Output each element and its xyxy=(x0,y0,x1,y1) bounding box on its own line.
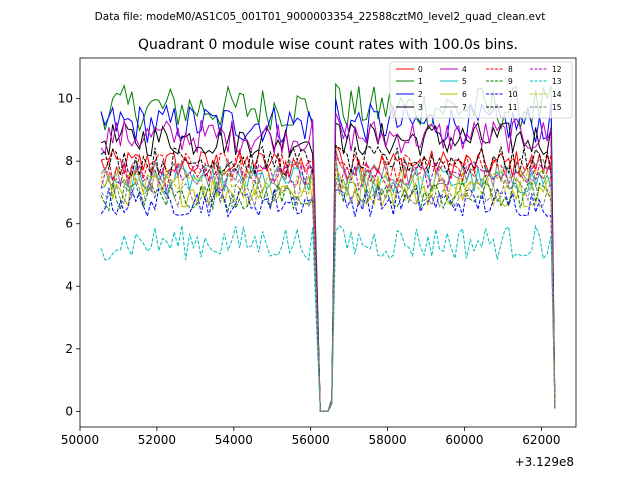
chart-title: Quadrant 0 module wise count rates with … xyxy=(138,37,518,53)
x-tick-label: 50000 xyxy=(61,433,99,447)
y-axis: 0 2 4 6 8 10 xyxy=(58,92,80,418)
x-offset-label: +3.129e8 xyxy=(515,455,574,469)
legend-label-13: 13 xyxy=(552,77,562,86)
y-tick-label: 8 xyxy=(65,154,73,168)
y-tick-label: 10 xyxy=(58,92,73,106)
legend-label-10: 10 xyxy=(508,90,518,99)
x-axis: 50000 52000 54000 56000 58000 60000 62000 xyxy=(61,427,560,447)
x-tick-label: 60000 xyxy=(445,433,483,447)
legend-label-4: 4 xyxy=(462,65,467,74)
legend-label-6: 6 xyxy=(462,90,467,99)
legend-label-2: 2 xyxy=(418,90,423,99)
x-tick-label: 62000 xyxy=(522,433,560,447)
legend-label-5: 5 xyxy=(462,77,467,86)
x-tick-label: 52000 xyxy=(138,433,176,447)
x-tick-label: 54000 xyxy=(215,433,253,447)
legend-label-1: 1 xyxy=(418,77,423,86)
legend-label-15: 15 xyxy=(552,103,562,112)
plot-area xyxy=(79,57,577,428)
legend-label-0: 0 xyxy=(418,65,423,74)
legend-label-9: 9 xyxy=(508,77,513,86)
axes-frame xyxy=(79,57,577,428)
legend-box xyxy=(389,61,573,119)
legend-label-8: 8 xyxy=(508,65,513,74)
legend-label-12: 12 xyxy=(552,65,562,74)
y-tick-label: 2 xyxy=(65,342,73,356)
series-layer xyxy=(100,82,556,412)
y-tick-label: 4 xyxy=(65,279,73,293)
figure-suptitle: Data file: modeM0/AS1C05_001T01_90000033… xyxy=(95,11,546,23)
series-line-15 xyxy=(100,176,556,412)
legend-label-14: 14 xyxy=(552,90,562,99)
y-tick-label: 0 xyxy=(65,404,73,418)
legend-label-3: 3 xyxy=(418,103,423,112)
y-tick-label: 6 xyxy=(65,217,73,231)
legend-label-7: 7 xyxy=(462,103,467,112)
legend-label-11: 11 xyxy=(508,103,518,112)
x-tick-label: 56000 xyxy=(292,433,330,447)
x-tick-label: 58000 xyxy=(369,433,407,447)
